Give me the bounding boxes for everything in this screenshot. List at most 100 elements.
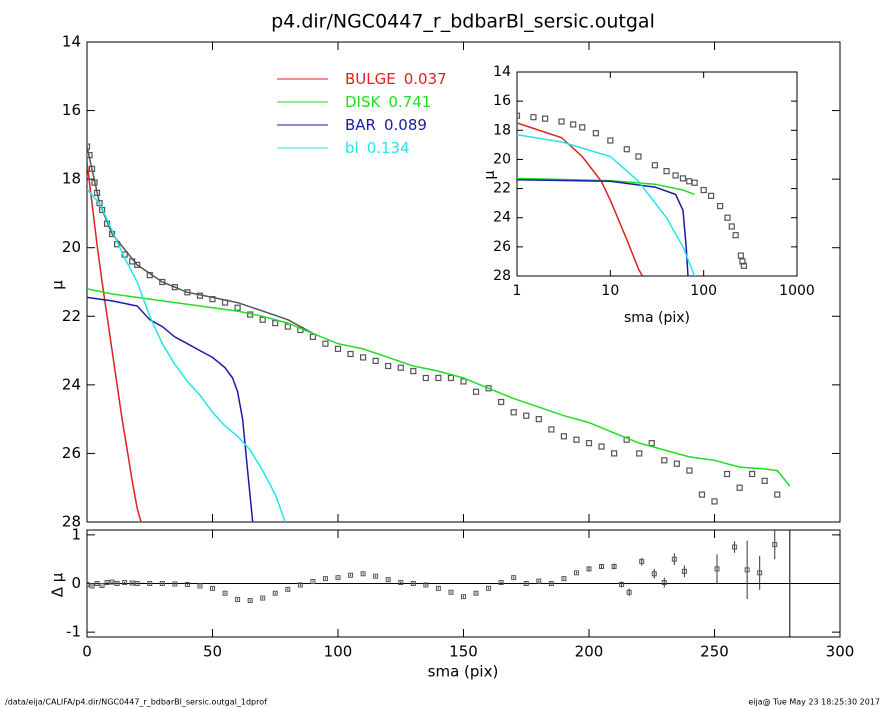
data-point	[558, 118, 565, 125]
data-point	[322, 340, 329, 347]
data-point	[385, 577, 391, 583]
data-point	[322, 576, 328, 582]
data-point	[184, 581, 190, 587]
data-point	[347, 350, 354, 358]
data-point	[648, 440, 655, 447]
plot-area	[87, 530, 778, 604]
model-line	[87, 188, 287, 522]
data-point	[661, 580, 667, 586]
plot-frame	[86, 41, 841, 523]
data-point	[636, 450, 643, 457]
legend-entry: BAR 0.089	[345, 116, 427, 134]
data-point	[672, 172, 679, 179]
data-point	[661, 457, 668, 464]
data-point	[222, 590, 228, 596]
y-tick-label: 22	[62, 307, 81, 325]
data-point	[104, 580, 110, 586]
data-point	[285, 586, 291, 592]
data-point	[159, 278, 166, 286]
data-point	[579, 124, 586, 131]
data-point	[159, 581, 165, 586]
data-point	[698, 491, 706, 498]
y-tick-label: 18	[62, 170, 81, 188]
data-point	[714, 566, 720, 572]
data-point	[259, 316, 266, 323]
data-point	[700, 186, 707, 194]
data-point	[234, 304, 241, 311]
data-point	[485, 385, 492, 392]
data-point	[536, 578, 542, 584]
x-tick-label: 0	[82, 643, 92, 661]
data-point	[626, 589, 632, 595]
legend-name: bl	[345, 139, 359, 157]
y-tick-label: 28	[493, 268, 511, 284]
data-point	[607, 137, 614, 144]
data-point	[397, 364, 404, 371]
chart-title: p4.dir/NGC0447_r_bdbarBl_sersic.outgal	[271, 11, 655, 33]
data-point	[573, 570, 579, 576]
data-point	[635, 153, 642, 160]
x-tick-label: 150	[449, 643, 478, 661]
data-point	[235, 597, 241, 603]
data-point	[447, 374, 455, 382]
data-point	[561, 576, 567, 582]
data-point	[284, 323, 291, 330]
model-line	[517, 177, 695, 196]
legend-fraction: 0.741	[388, 93, 431, 111]
data-point	[541, 115, 549, 122]
y-axis-label: Δ μ	[49, 572, 67, 597]
x-tick-label: 1000	[779, 283, 815, 299]
data-point	[651, 162, 658, 169]
data-point	[129, 580, 135, 586]
model-line	[517, 133, 696, 276]
data-point	[681, 568, 687, 574]
data-point	[724, 214, 731, 221]
model-line	[87, 288, 791, 487]
y-tick-label: 14	[493, 64, 511, 80]
legend-entry: DISK 0.741	[345, 93, 431, 111]
data-point	[585, 440, 593, 447]
data-point	[398, 580, 404, 586]
y-tick-label: 24	[493, 210, 511, 226]
data-point	[297, 582, 303, 588]
data-point	[94, 581, 100, 586]
data-point	[535, 416, 542, 423]
data-point	[728, 223, 735, 230]
data-point	[523, 581, 529, 586]
x-axis-label: sma (pix)	[624, 310, 690, 326]
y-tick-label: 0	[71, 574, 81, 592]
y-tick-label: 26	[62, 444, 81, 462]
legend-fraction: 0.134	[367, 139, 410, 157]
footer-right: eija@ Tue May 23 18:25:30 2017	[748, 698, 880, 707]
legend-name: BULGE	[345, 70, 396, 88]
data-point	[310, 579, 316, 585]
y-axis-label: μ	[49, 280, 67, 290]
data-point	[486, 585, 492, 591]
x-tick-label: 1	[513, 283, 522, 299]
y-tick-label: 18	[493, 122, 511, 138]
y-tick-label: 1	[71, 525, 81, 543]
data-point	[673, 460, 680, 467]
data-point	[309, 333, 316, 340]
data-point	[619, 581, 625, 587]
data-point	[772, 542, 778, 548]
data-point	[707, 192, 715, 199]
data-point	[472, 388, 480, 395]
legend-fraction: 0.089	[384, 116, 427, 134]
panel: 14 16 18 20 22 24 26 281 10 100 1000 sma (pix) μ	[482, 64, 815, 326]
data-point	[87, 143, 91, 150]
data-point	[723, 470, 731, 478]
data-point	[663, 167, 670, 175]
data-point	[372, 357, 379, 364]
data-point	[732, 544, 738, 550]
model-line	[87, 161, 142, 522]
y-axis-label: μ	[482, 170, 498, 179]
data-point	[89, 583, 95, 589]
data-point	[517, 112, 521, 119]
footer-left: /data/eija/CALIFA/p4.dir/NGC0447_r_bdbar…	[5, 698, 267, 707]
model-line	[87, 296, 254, 522]
data-point	[671, 556, 677, 562]
data-point	[744, 567, 750, 573]
x-axis-label: sma (pix)	[428, 663, 499, 681]
